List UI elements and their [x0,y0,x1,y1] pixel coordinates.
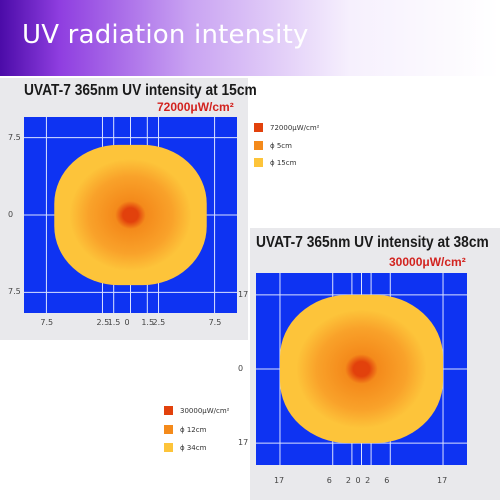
x-tick-label: 0 [355,476,361,485]
chart1-title: UVAT-7 365nm UV intensity at 15cm [24,82,257,99]
chart1-heatmap [24,117,237,313]
legend-label: ϕ 34cm [180,443,207,452]
chart2-intensity-spot [279,294,444,444]
chart2-legend-item-1: 30000μW/cm² [164,406,229,415]
y-tick-label: 0 [8,210,14,219]
legend-label: ϕ 15cm [270,158,297,167]
chart1-legend-item-2: ϕ 5cm [254,141,292,150]
x-tick-label: 1.5 [141,318,155,327]
chart1-value: 72000μW/cm² [157,100,234,114]
legend-swatch-outer [164,443,173,452]
x-tick-label: 6 [326,476,332,485]
legend-label: ϕ 12cm [180,425,207,434]
chart2-title: UVAT-7 365nm UV intensity at 38cm [256,234,489,251]
header-banner: UV radiation intensity [0,0,500,76]
x-tick-label: 2.5 [152,318,166,327]
x-tick-label: 7.5 [208,318,222,327]
chart1-legend-item-1: 72000μW/cm² [254,123,319,132]
legend-swatch-outer [254,158,263,167]
chart2-value: 30000μW/cm² [389,255,466,269]
x-tick-label: 17 [273,476,285,485]
x-tick-label: 0 [124,318,130,327]
x-tick-label: 1.5 [107,318,121,327]
y-tick-label: 0 [238,364,244,373]
legend-swatch-mid [254,141,263,150]
x-tick-label: 2 [365,476,371,485]
x-tick-label: 7.5 [40,318,54,327]
chart1-legend-item-3: ϕ 15cm [254,158,296,167]
x-tick-label: 2.5 [96,318,110,327]
chart2-heatmap [256,273,467,465]
y-tick-label: 7.5 [8,132,21,142]
x-tick-label: 17 [437,476,448,485]
y-tick-label: 17 [238,438,249,448]
x-tick-label: 6 [384,476,390,485]
legend-swatch-core [254,123,263,132]
legend-label: ϕ 5cm [270,141,292,150]
banner-title: UV radiation intensity [22,20,309,50]
chart2-legend-item-3: ϕ 34cm [164,443,206,452]
legend-swatch-mid [164,425,173,434]
y-tick-label: 17 [238,289,249,299]
legend-label: 72000μW/cm² [270,123,320,132]
y-tick-label: 7.5 [8,287,21,297]
legend-swatch-core [164,406,173,415]
chart1-intensity-spot [54,144,207,286]
chart2-legend-item-2: ϕ 12cm [164,425,206,434]
legend-label: 30000μW/cm² [180,406,230,415]
x-tick-label: 2 [345,476,351,485]
